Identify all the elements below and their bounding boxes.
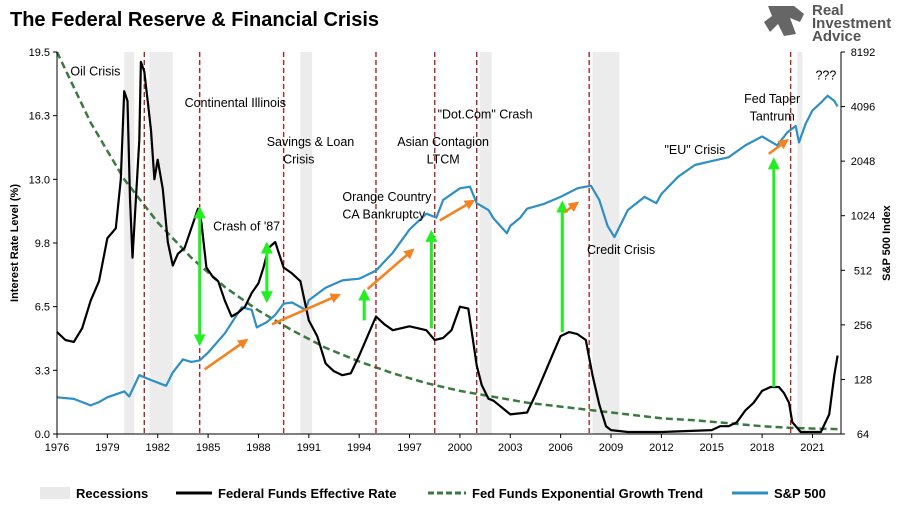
legend-label-1: Federal Funds Effective Rate: [218, 486, 396, 501]
brand-line-3: Advice: [812, 28, 861, 45]
y-right-tick-label-0: 64: [857, 429, 869, 441]
x-tick-label-5: 1991: [297, 442, 321, 454]
y-right-tick-label-7: 8192: [851, 47, 875, 59]
recession-band-1: [149, 52, 173, 434]
x-tick-label-13: 2015: [699, 442, 723, 454]
series-fed-funds-trend: [55, 51, 838, 431]
annotation-6: CA Bankruptcy: [342, 208, 425, 222]
x-tick-label-6: 1994: [347, 442, 371, 454]
fed-funds-line-layer: [56, 60, 839, 434]
y-left-tick-label-1: 3.3: [35, 365, 50, 377]
recession-band-4: [592, 52, 620, 434]
annotation-7: Asian Contagion: [397, 135, 489, 149]
x-tick-label-0: 1976: [45, 442, 69, 454]
y-left-tick-label-6: 19.5: [29, 47, 50, 59]
legend-label-2: Fed Funds Exponential Growth Trend: [472, 486, 703, 501]
recession-band-0: [124, 52, 135, 434]
y-left-tick-label-0: 0.0: [35, 429, 50, 441]
annotation-14: ???: [815, 68, 836, 82]
y-left-tick-label-5: 16.3: [29, 111, 50, 123]
brand-logo: Real Investment Advice: [764, 2, 891, 45]
annotation-13: Tantrum: [750, 110, 795, 124]
legend-label-3: S&P 500: [774, 486, 826, 501]
brand-line-1: Real: [812, 2, 844, 19]
y-right-tick-label-1: 128: [854, 374, 872, 386]
x-tick-label-8: 2000: [448, 442, 472, 454]
annotation-0: Oil Crisis: [70, 65, 120, 79]
annotation-11: "EU" Crisis: [664, 143, 725, 157]
trend-arrow-2: [366, 248, 415, 291]
y-left-tick-label-3: 9.8: [35, 238, 50, 250]
x-tick-label-3: 1985: [196, 442, 220, 454]
recession-band-5: [797, 52, 803, 434]
y-left-tick-label-2: 6.5: [35, 302, 50, 314]
series-fed-funds-rate: [56, 60, 839, 434]
trend-line-layer: [55, 51, 838, 431]
annotation-1: Continental Illinois: [185, 96, 286, 110]
x-tick-label-14: 2018: [750, 442, 774, 454]
x-tick-label-7: 1997: [397, 442, 421, 454]
annotation-5: Orange Country: [342, 190, 432, 204]
annotation-3: Crisis: [283, 153, 314, 167]
axes-layer: 1976 1979 1982 1985 1988 1991 1994 1997 2000 2003…: [9, 47, 893, 454]
annotation-2: Savings & Loan: [267, 135, 355, 149]
y-axis-left-title: Interest Rate Level (%): [9, 184, 21, 302]
chart-title: The Federal Reserve & Financial Crisis: [10, 9, 379, 31]
x-tick-label-4: 1988: [246, 442, 270, 454]
x-tick-label-1: 1979: [95, 442, 119, 454]
annotation-10: Credit Crisis: [587, 243, 655, 257]
annotations-layer: Oil Crisis Continental Illinois Savings & …: [70, 65, 836, 257]
x-tick-label-9: 2003: [498, 442, 522, 454]
x-tick-label-12: 2012: [649, 442, 673, 454]
legend: Recessions Federal Funds Effective Rate Fe…: [40, 486, 826, 501]
x-tick-label-2: 1982: [145, 442, 169, 454]
sp500-line-layer: [56, 94, 839, 407]
annotation-12: Fed Taper: [744, 92, 800, 106]
trend-arrow-4: [563, 201, 580, 214]
y-right-tick-label-2: 256: [854, 320, 872, 332]
y-right-tick-label-4: 1024: [851, 211, 875, 223]
series-sp500: [56, 94, 839, 407]
x-tick-label-10: 2006: [548, 442, 572, 454]
eagle-logo-icon: [764, 6, 804, 36]
brand-line-2: Investment: [812, 15, 891, 32]
recession-band-3: [480, 52, 492, 434]
trend-arrow-1: [271, 293, 341, 326]
annotation-4: Crash of '87: [213, 219, 280, 233]
annotation-8: LTCM: [427, 153, 460, 167]
x-tick-label-11: 2009: [599, 442, 623, 454]
y-left-tick-label-4: 13.0: [29, 174, 50, 186]
y-axis-right-title: S&P 500 Index: [881, 204, 893, 280]
recession-band-2: [300, 52, 313, 434]
arrows-layer: [193, 138, 789, 387]
y-right-tick-label-5: 2048: [851, 156, 875, 168]
annotation-9: "Dot.Com" Crash: [438, 108, 533, 122]
x-tick-label-15: 2021: [800, 442, 824, 454]
trend-arrow-5: [768, 138, 789, 155]
recession-bands: [124, 52, 803, 434]
trend-arrow-3: [439, 199, 476, 222]
y-right-tick-label-6: 4096: [851, 102, 875, 114]
y-right-tick-label-3: 512: [854, 265, 872, 277]
legend-swatch-recession: [40, 487, 70, 499]
trend-arrow-0: [203, 338, 249, 371]
legend-label-0: Recessions: [76, 486, 148, 501]
